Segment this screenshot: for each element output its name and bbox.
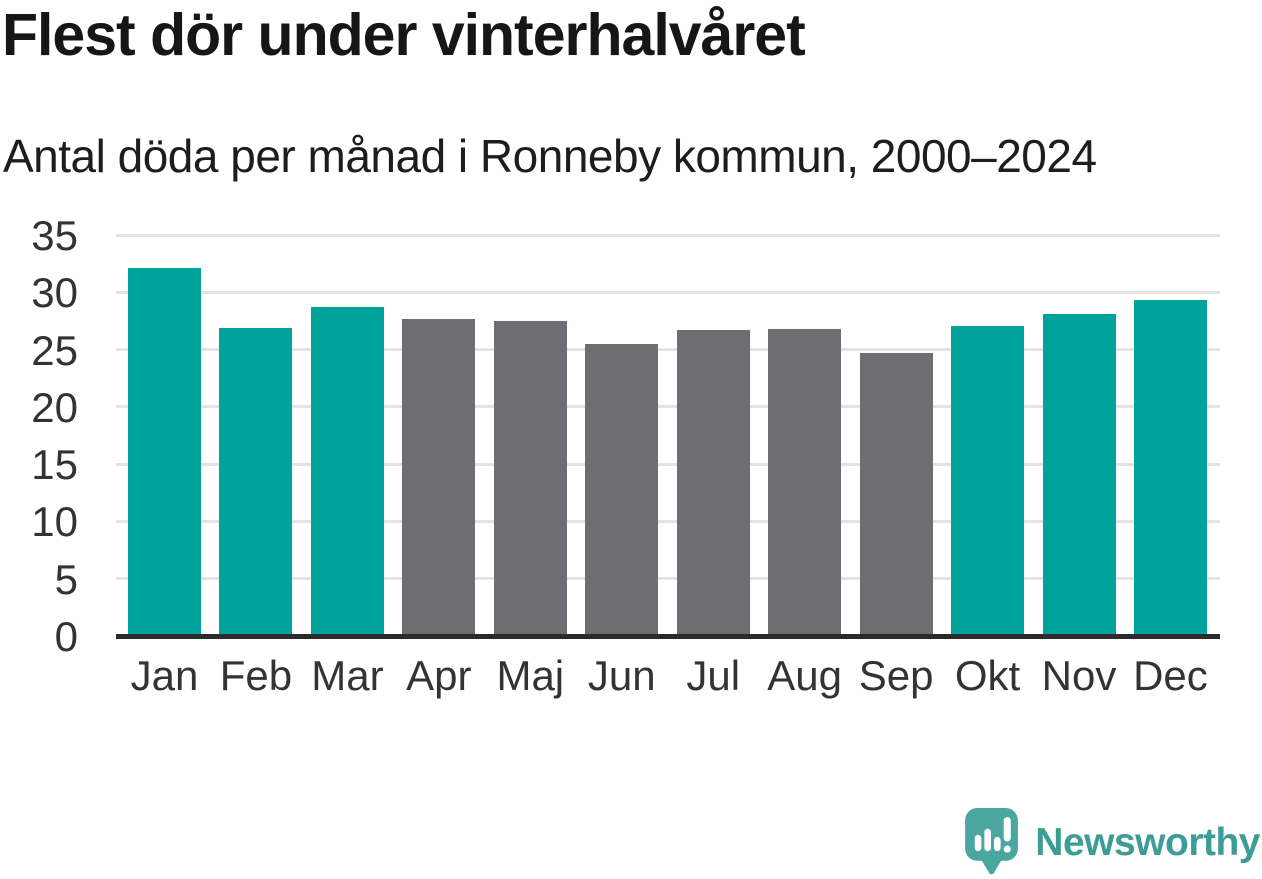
bar-jun: [585, 343, 659, 636]
x-tick-label-sep: Sep: [858, 652, 934, 699]
gridline-5: [116, 577, 1220, 581]
x-tick-label-feb: Feb: [219, 652, 293, 699]
newsworthy-logo: Newsworthy: [965, 808, 1260, 876]
bar-apr: [402, 318, 476, 636]
y-tick-label-0: 0: [54, 613, 78, 660]
bar-jan: [128, 268, 201, 636]
gridline-15: [116, 462, 1220, 466]
gridline-35: [116, 233, 1220, 237]
chart-title: Flest dör under vinterhalvåret: [2, 2, 806, 68]
y-tick-label-15: 15: [31, 441, 78, 489]
x-tick-label-okt: Okt: [954, 652, 1021, 699]
x-tick-label-maj: Maj: [496, 652, 565, 699]
newsworthy-logo-text: Newsworthy: [1035, 820, 1260, 864]
x-tick-label-nov: Nov: [1041, 652, 1117, 699]
x-tick-label-dec: Dec: [1133, 652, 1208, 699]
logo-exclamation-dot: [1003, 845, 1012, 853]
plot-area: [116, 233, 1220, 639]
x-tick-label-jan: Jan: [130, 652, 199, 699]
logo-bar-2: [984, 828, 992, 852]
logo-exclamation-line: [1003, 817, 1012, 842]
gridline-30: [116, 290, 1220, 294]
x-tick-label-aug: Aug: [767, 652, 843, 699]
bar-nov: [1042, 314, 1116, 636]
logo-bar-1: [975, 834, 982, 852]
bar-dec: [1133, 300, 1207, 636]
bar-jul: [676, 330, 750, 636]
bar-aug: [768, 328, 842, 636]
x-tick-label-jun: Jun: [587, 652, 656, 699]
x-tick-label-jul: Jul: [686, 652, 741, 699]
x-axis-line: [116, 633, 1220, 639]
newsworthy-logo-icon: [965, 808, 1019, 875]
y-tick-label-25: 25: [31, 326, 78, 374]
gridline-10: [116, 519, 1220, 523]
bar-feb: [219, 327, 293, 636]
bar-maj: [493, 320, 567, 636]
y-tick-label-20: 20: [31, 383, 78, 431]
y-tick-label-35: 35: [31, 212, 78, 259]
x-tick-label-apr: Apr: [406, 652, 472, 699]
gridline-25: [116, 348, 1220, 352]
gridline-20: [116, 405, 1220, 409]
y-tick-label-5: 5: [54, 555, 78, 603]
y-tick-label-30: 30: [31, 269, 78, 317]
chart-subtitle: Antal döda per månad i Ronneby kommun, 2…: [3, 130, 1097, 182]
y-tick-label-10: 10: [31, 498, 78, 546]
bar-mar: [310, 307, 384, 636]
bar-okt: [951, 325, 1025, 636]
logo-bar-3: [994, 836, 1001, 852]
x-tick-label-mar: Mar: [311, 652, 384, 699]
bar-sep: [859, 353, 933, 636]
